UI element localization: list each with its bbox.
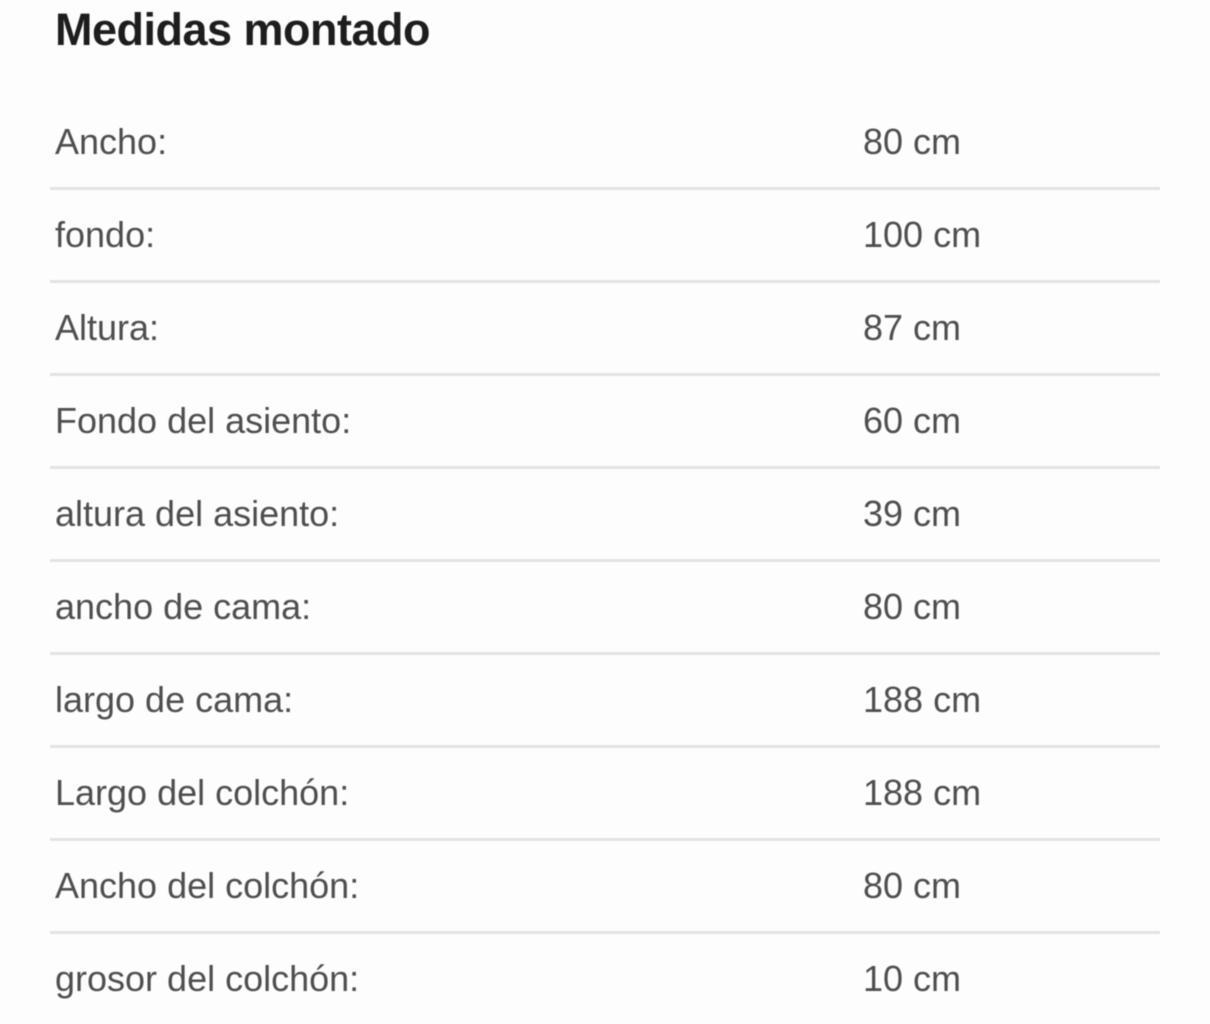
measurement-row: fondo: 100 cm [50, 190, 1160, 283]
measurement-label: fondo: [55, 214, 156, 255]
measurement-row: Ancho: 80 cm [50, 97, 1160, 190]
measurements-table: Ancho: 80 cm fondo: 100 cm Altura: 87 cm… [50, 97, 1160, 1024]
measurement-value: 80 cm [863, 586, 962, 627]
measurement-value: 87 cm [863, 307, 962, 348]
measurement-row: Ancho del colchón: 80 cm [50, 841, 1160, 934]
measurement-label: Altura: [55, 307, 160, 348]
measurement-value: 39 cm [863, 493, 962, 534]
section-title: Medidas montado [55, 4, 431, 55]
measurement-row: ancho de cama: 80 cm [50, 562, 1160, 655]
measurement-label: ancho de cama: [55, 586, 312, 627]
measurement-label: Fondo del asiento: [55, 400, 352, 441]
measurement-label: Ancho del colchón: [55, 865, 360, 906]
measurement-label: Ancho: [55, 121, 168, 162]
measurement-value: 188 cm [863, 679, 982, 720]
measurement-value: 188 cm [863, 772, 982, 813]
measurement-value: 60 cm [863, 400, 962, 441]
measurement-row: largo de cama: 188 cm [50, 655, 1160, 748]
measurement-label: grosor del colchón: [55, 958, 360, 999]
measurement-label: Largo del colchón: [55, 772, 350, 813]
measurement-value: 80 cm [863, 865, 962, 906]
measurement-row: Fondo del asiento: 60 cm [50, 376, 1160, 469]
measurement-row: grosor del colchón: 10 cm [50, 934, 1160, 1024]
measurement-value: 80 cm [863, 121, 962, 162]
measurement-label: largo de cama: [55, 679, 294, 720]
measurement-row: altura del asiento: 39 cm [50, 469, 1160, 562]
measurement-value: 10 cm [863, 958, 962, 999]
measurement-row: Altura: 87 cm [50, 283, 1160, 376]
measurement-row: Largo del colchón: 188 cm [50, 748, 1160, 841]
measurement-value: 100 cm [863, 214, 982, 255]
measurement-label: altura del asiento: [55, 493, 340, 534]
